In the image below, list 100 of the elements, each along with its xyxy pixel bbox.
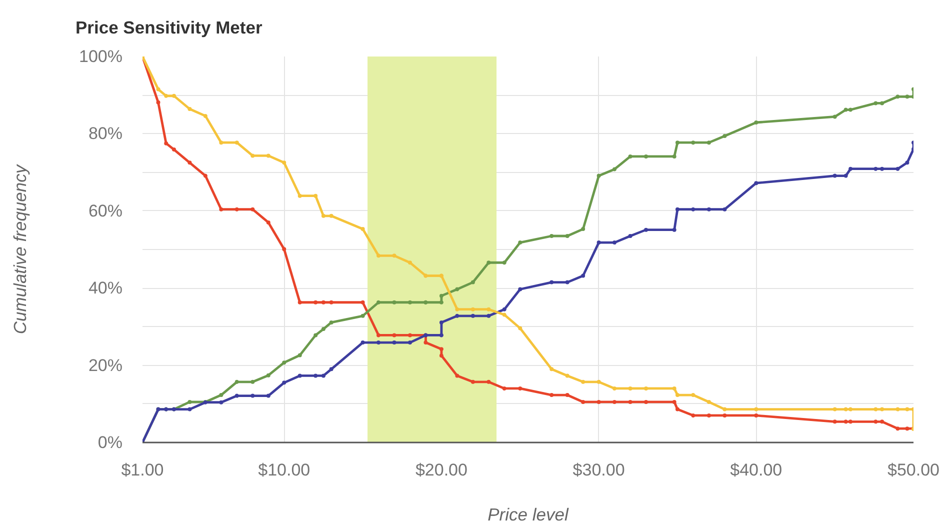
point	[722, 413, 727, 418]
point	[844, 174, 848, 178]
point	[722, 407, 727, 412]
point	[565, 393, 570, 398]
point	[439, 320, 444, 324]
point	[470, 314, 475, 318]
point	[896, 426, 900, 431]
point	[282, 380, 286, 385]
point	[439, 347, 444, 352]
point	[644, 228, 648, 232]
point	[706, 140, 711, 145]
point	[675, 140, 680, 145]
point	[722, 134, 727, 138]
point	[672, 228, 676, 232]
point	[848, 108, 853, 112]
point	[250, 394, 255, 398]
point	[644, 400, 648, 404]
point	[329, 367, 334, 372]
point	[848, 420, 853, 424]
point	[565, 374, 570, 378]
point	[282, 360, 286, 365]
point	[470, 380, 475, 384]
point	[298, 374, 302, 378]
point	[628, 234, 632, 238]
point	[455, 307, 460, 312]
point	[360, 340, 365, 345]
point	[250, 207, 255, 212]
point	[905, 94, 910, 99]
point	[486, 380, 491, 384]
y-tick-label: 60%	[88, 201, 123, 220]
point	[896, 94, 900, 99]
point	[550, 280, 554, 284]
point	[874, 166, 878, 171]
point	[596, 174, 601, 178]
point	[266, 154, 270, 158]
point	[439, 354, 444, 358]
point	[439, 300, 444, 304]
point	[408, 333, 412, 338]
point	[486, 260, 491, 265]
point	[234, 140, 239, 145]
point	[612, 167, 617, 172]
point	[581, 274, 586, 278]
point	[219, 140, 224, 145]
point	[250, 154, 255, 158]
point	[644, 154, 648, 158]
point	[439, 333, 444, 338]
point	[874, 407, 878, 412]
point	[502, 260, 506, 265]
point	[314, 300, 318, 304]
point	[581, 400, 586, 404]
y-tick-label: 0%	[98, 433, 123, 452]
point	[675, 407, 680, 412]
y-tick-label: 20%	[88, 356, 123, 375]
point	[832, 420, 837, 424]
point	[672, 400, 676, 404]
point	[266, 394, 270, 398]
point	[203, 174, 208, 178]
point	[329, 300, 334, 304]
point	[156, 100, 160, 104]
point	[188, 407, 192, 412]
point	[172, 94, 176, 98]
y-tick-label: 80%	[88, 124, 123, 144]
point	[314, 374, 318, 378]
point	[754, 181, 758, 186]
point	[486, 314, 491, 318]
point	[298, 194, 302, 198]
point	[874, 420, 878, 424]
point	[844, 407, 848, 412]
point	[408, 340, 412, 345]
point	[321, 374, 326, 378]
x-axis-title: Price level	[488, 504, 570, 524]
point	[439, 294, 444, 298]
point	[905, 426, 910, 431]
point	[644, 386, 648, 390]
point	[628, 386, 632, 390]
point	[706, 207, 711, 212]
point	[880, 166, 884, 171]
point	[754, 120, 758, 125]
point	[164, 94, 168, 98]
point	[408, 300, 412, 304]
point	[518, 386, 522, 390]
point	[188, 400, 192, 404]
point	[754, 413, 758, 418]
x-tick-label: $40.00	[730, 460, 782, 480]
point	[360, 314, 365, 318]
point	[672, 154, 676, 158]
x-tick-label: $10.00	[258, 460, 310, 480]
point	[329, 320, 334, 324]
point	[424, 340, 428, 345]
point	[392, 333, 396, 338]
point	[172, 148, 176, 152]
point	[392, 340, 396, 345]
point	[298, 300, 302, 304]
point	[188, 160, 192, 165]
point	[502, 386, 506, 390]
point	[612, 400, 617, 404]
point	[905, 407, 910, 412]
chart-title: Price Sensitivity Meter	[76, 18, 262, 38]
point	[470, 280, 475, 284]
point	[691, 140, 696, 145]
